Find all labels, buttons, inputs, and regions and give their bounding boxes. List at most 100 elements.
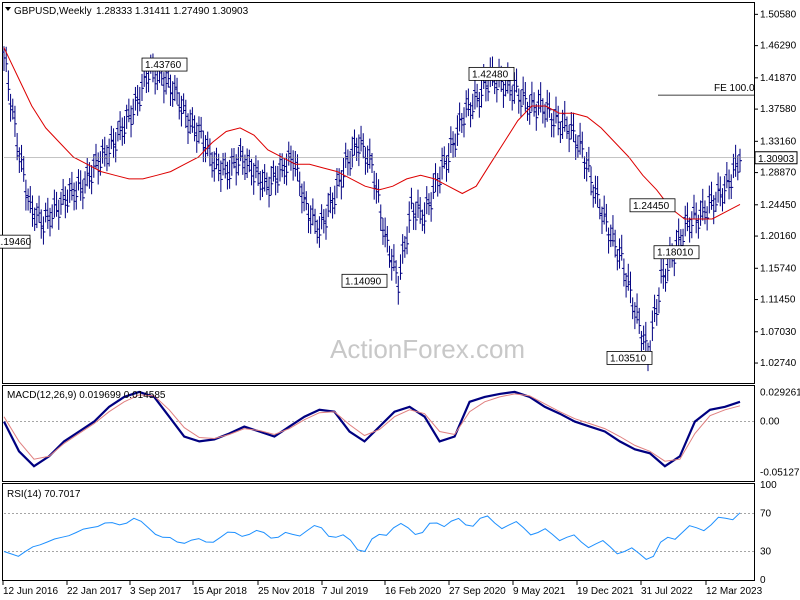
price-bar [262,164,267,192]
price-bar [580,131,585,159]
price-bar [330,192,335,219]
y-tick-label: 1.28870 [760,168,797,179]
price-bar [470,93,475,120]
price-bar [582,156,587,179]
level-annotation-box [341,273,388,288]
price-bar [475,83,480,108]
price-bar [516,88,521,114]
price-bar [692,194,696,220]
price-bar [137,86,142,112]
price-bar [617,238,622,269]
price-bar [15,132,20,161]
price-bar [477,91,482,118]
level-annotation-label: 1.14090 [345,276,382,287]
level-annotation-box [606,351,653,365]
price-bar [328,186,333,214]
price-bar [558,121,563,144]
price-bar [83,171,88,194]
x-tick-label: 22 Jan 2017 [67,586,122,597]
price-bar [17,147,22,173]
price-bar [245,148,250,178]
price-bar [624,272,629,298]
price-bar [545,89,550,122]
price-bar [602,195,607,225]
price-bar [4,46,9,73]
price-bar [207,138,212,167]
price-series-group [2,46,754,372]
price-bar [420,209,425,232]
price-bar [416,189,420,219]
x-tick-label: 9 May 2021 [513,586,566,597]
price-bar [348,150,353,176]
price-bar [251,162,256,195]
price-bar [626,263,631,291]
price-bar [264,172,269,195]
price-bar [50,204,55,229]
price-bar [578,122,583,155]
price-bar [665,254,670,282]
price-bar [400,234,405,264]
price-bar [175,77,180,105]
price-bar [518,89,523,117]
price-bar [32,207,37,231]
price-bar [352,129,357,156]
price-bar [67,178,72,203]
price-bar [643,321,648,353]
price-bar [350,136,355,168]
y-tick-label: 1.15740 [760,263,797,274]
price-bar [398,254,403,280]
price-bar [356,134,361,167]
price-bar [10,98,15,120]
price-bar [26,188,31,211]
price-bar [58,191,63,215]
price-bar [223,152,228,179]
price-bar [370,153,374,173]
price-bar [591,184,596,208]
price-bar [597,198,602,220]
price-bar [363,147,368,175]
price-bar [595,176,600,208]
price-bar [635,293,640,324]
price-bar [240,145,245,175]
price-bar [455,115,460,146]
price-bar [472,77,477,110]
price-bar [380,218,385,245]
price-bar [418,197,423,224]
price-bar [459,112,464,133]
price-bar [247,149,252,173]
level-annotation-label: 1.03510 [610,353,647,364]
price-bar [120,117,125,146]
price-bar [735,155,740,181]
price-bar [74,181,79,210]
price-bar [479,76,484,108]
price-bar [448,126,453,154]
price-bar [409,187,414,210]
price-bar [229,148,234,176]
price-bar [111,128,116,159]
price-bar [28,186,33,214]
price-bar [437,166,442,194]
price-bar [63,186,68,219]
chart-title: GBPUSD,Weekly [14,6,92,17]
dropdown-triangle-icon[interactable] [5,7,11,11]
price-bar [538,82,543,113]
price-bar [431,173,436,200]
price-bar [334,168,339,199]
rsi-panel [2,483,755,581]
x-tick-label: 15 Apr 2018 [193,586,247,597]
price-bar [337,168,342,187]
price-bar [339,170,344,200]
price-bar [6,70,11,101]
x-tick-label: 7 Jul 2019 [322,586,369,597]
price-bar [547,92,552,118]
price-bar [317,216,322,248]
rsi-series-group [3,512,754,560]
price-bar [694,202,699,234]
price-bar [729,174,734,199]
price-bar [196,116,201,144]
price-bar [48,207,52,237]
price-bar [606,227,611,254]
price-bar [78,170,83,201]
price-bar [374,172,379,204]
level-annotation-box [141,57,188,72]
